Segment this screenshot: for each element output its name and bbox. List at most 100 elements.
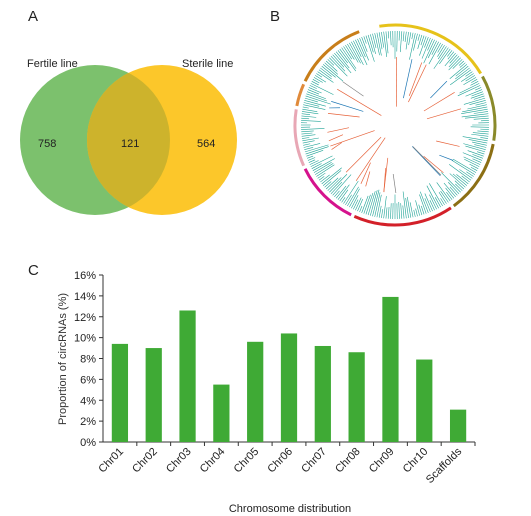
circrna-track-tick	[470, 93, 484, 99]
chromosome-segment	[293, 109, 306, 167]
circrna-track-tick	[335, 51, 350, 69]
circrna-track-tick	[308, 159, 316, 163]
circrna-track-tick	[433, 47, 449, 69]
circrna-track-tick	[351, 41, 364, 66]
circrna-track-tick	[349, 188, 360, 208]
circrna-track-tick	[383, 31, 388, 57]
circrna-link	[408, 64, 427, 103]
circrna-track-tick	[309, 85, 317, 89]
circrna-track-tick	[345, 44, 355, 60]
circrna-track-tick	[459, 169, 473, 179]
circrna-track-tick	[424, 37, 429, 48]
circrna-track-tick	[337, 184, 350, 200]
circrna-track-tick	[465, 89, 483, 97]
circrna-track-tick	[402, 31, 405, 42]
circrna-track-tick	[419, 36, 427, 56]
circrna-track-tick	[303, 143, 311, 146]
circrna-track-tick	[383, 196, 387, 219]
bar-chr06	[280, 333, 298, 442]
circrna-track-tick	[472, 158, 482, 163]
circrna-track-tick	[301, 115, 317, 118]
x-tick-label: Chr03	[164, 446, 194, 476]
venn-sterile-label: Sterile line	[182, 58, 233, 70]
circrna-track-tick	[419, 194, 427, 214]
circrna-track-tick	[355, 197, 362, 211]
y-tick-label: 2%	[80, 416, 96, 428]
circrna-track-tick	[473, 95, 485, 100]
circrna-track-tick	[390, 31, 392, 46]
circrna-link	[423, 156, 444, 174]
circrna-track-tick	[351, 195, 359, 209]
circrna-track-tick	[310, 83, 334, 95]
circrna-track-tick	[459, 62, 466, 68]
venn-overlap-region	[87, 65, 170, 215]
chromosome-segment	[379, 23, 483, 75]
x-tick-label: Chr05	[232, 446, 262, 476]
circrna-track-tick	[429, 194, 437, 210]
circrna-track-tick	[462, 106, 488, 113]
x-tick-label: Chr02	[130, 446, 160, 476]
circrna-track-tick	[457, 85, 481, 97]
circrna-track-tick	[372, 33, 377, 48]
circrna-track-tick	[405, 197, 409, 219]
circrna-track-tick	[461, 108, 488, 114]
circrna-track-tick	[440, 198, 445, 206]
circrna-track-tick	[365, 192, 374, 215]
circrna-track-tick	[400, 203, 403, 219]
circrna-track-tick	[459, 83, 480, 94]
venn-diagram: Fertile line Sterile line 758 121 564	[20, 58, 237, 215]
circrna-track-tick	[378, 205, 382, 218]
circrna-track-tick	[420, 35, 425, 46]
circrna-track-tick	[465, 75, 476, 82]
chromosome-segment	[452, 143, 495, 208]
circrna-link	[423, 92, 455, 112]
circrna-track-tick	[455, 67, 470, 80]
circrna-track-tick	[339, 189, 349, 202]
circrna-link	[408, 62, 423, 97]
chart-xlabel: Chromosome distribution	[229, 503, 351, 515]
circrna-track-tick	[420, 191, 429, 213]
circrna-track-tick	[408, 32, 412, 46]
circrna-track-tick	[467, 104, 487, 110]
circrna-link	[360, 162, 371, 184]
circrna-track-tick	[475, 102, 487, 106]
circrna-track-tick	[357, 199, 363, 212]
circrna-link	[342, 81, 364, 97]
circrna-track-tick	[367, 191, 376, 216]
circrna-track-tick	[316, 164, 335, 177]
venn-sterile-count: 564	[197, 138, 215, 150]
circrna-track-tick	[381, 31, 384, 48]
circrna-track-tick	[301, 120, 321, 122]
circrna-track-tick	[448, 182, 460, 195]
x-tick-label: Chr06	[265, 446, 295, 476]
circrna-track-tick	[402, 191, 407, 219]
circrna-track-tick	[334, 190, 340, 198]
chromosome-segment	[295, 83, 306, 107]
circrna-track-tick	[324, 62, 339, 75]
bar-chr03	[179, 310, 196, 442]
circrna-track-tick	[313, 161, 332, 173]
circrna-track-tick	[318, 176, 325, 181]
circrna-track-tick	[345, 194, 352, 206]
circrna-track-tick	[463, 77, 477, 85]
circrna-track-tick	[361, 37, 368, 52]
circrna-link	[430, 80, 448, 99]
circrna-track-tick	[427, 38, 433, 51]
circrna-track-tick	[399, 31, 403, 53]
circrna-track-tick	[462, 152, 483, 161]
circrna-track-tick	[372, 189, 380, 217]
circrna-track-tick	[471, 133, 489, 137]
x-tick-label: Scaffolds	[424, 445, 465, 486]
circrna-track-tick	[370, 190, 378, 216]
circrna-track-tick	[460, 73, 474, 82]
circrna-link	[411, 146, 441, 176]
circrna-track-tick	[316, 73, 323, 78]
circrna-track-tick	[385, 31, 389, 54]
y-tick-label: 14%	[74, 291, 96, 303]
chart-group: 0%2%4%6%8%10%12%14%16%Chr01 Chr02 Chr03 Chr…	[74, 270, 476, 486]
circrna-track-tick	[454, 180, 465, 190]
circrna-track-tick	[456, 174, 469, 185]
x-tick-label: Chr08	[333, 446, 363, 476]
circrna-track-tick	[406, 196, 412, 218]
circrna-track-tick	[327, 59, 335, 66]
